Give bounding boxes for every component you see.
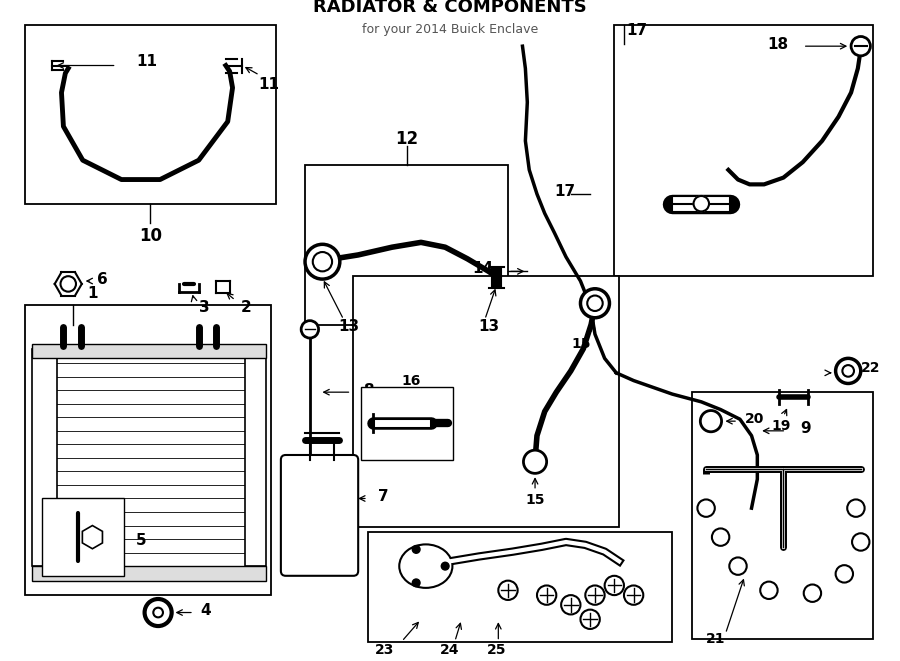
Circle shape — [804, 584, 821, 602]
Text: 5: 5 — [136, 533, 147, 547]
Bar — [25, 305, 271, 595]
Circle shape — [153, 607, 163, 617]
Text: 13: 13 — [338, 319, 359, 334]
Text: 3: 3 — [199, 299, 210, 315]
Bar — [32, 344, 266, 358]
Text: 15: 15 — [572, 337, 591, 351]
Bar — [361, 387, 453, 460]
Circle shape — [580, 609, 599, 629]
Circle shape — [835, 358, 860, 383]
Circle shape — [851, 36, 870, 56]
Ellipse shape — [400, 545, 453, 588]
Text: 18: 18 — [767, 37, 788, 52]
Text: 2: 2 — [241, 299, 252, 315]
Circle shape — [580, 289, 609, 318]
Text: 9: 9 — [800, 422, 811, 436]
Circle shape — [60, 276, 76, 292]
Text: 23: 23 — [374, 643, 394, 658]
Circle shape — [587, 295, 603, 311]
FancyBboxPatch shape — [281, 455, 358, 576]
Circle shape — [712, 528, 729, 546]
Circle shape — [585, 586, 605, 605]
Circle shape — [561, 595, 581, 615]
Text: 13: 13 — [478, 319, 500, 334]
Circle shape — [605, 576, 624, 595]
Circle shape — [694, 196, 709, 212]
Circle shape — [302, 321, 319, 338]
Bar — [305, 165, 508, 325]
Circle shape — [441, 563, 449, 570]
Text: 1: 1 — [87, 286, 98, 301]
Text: 14: 14 — [472, 261, 493, 276]
Text: 11: 11 — [136, 54, 157, 69]
Circle shape — [842, 365, 854, 377]
Text: 11: 11 — [258, 77, 280, 93]
Bar — [354, 276, 619, 527]
Circle shape — [760, 582, 778, 599]
Text: 17: 17 — [626, 23, 647, 38]
Bar — [42, 498, 124, 576]
Circle shape — [835, 565, 853, 582]
Circle shape — [412, 579, 420, 587]
Text: 17: 17 — [554, 184, 576, 199]
Text: 12: 12 — [395, 130, 419, 148]
Bar — [25, 25, 276, 204]
Circle shape — [499, 580, 517, 600]
Text: 19: 19 — [772, 419, 791, 433]
Text: 8: 8 — [363, 383, 374, 398]
Text: 7: 7 — [377, 489, 388, 504]
Bar — [245, 349, 266, 566]
Text: for your 2014 Buick Enclave: for your 2014 Buick Enclave — [362, 23, 538, 36]
Text: 6: 6 — [97, 272, 108, 287]
Bar — [691, 392, 873, 639]
Text: 24: 24 — [440, 643, 460, 658]
Circle shape — [852, 533, 869, 551]
Text: 20: 20 — [745, 412, 764, 426]
Circle shape — [305, 245, 340, 279]
Text: 21: 21 — [706, 632, 725, 646]
Text: 4: 4 — [201, 603, 212, 618]
Circle shape — [624, 586, 644, 605]
Circle shape — [412, 545, 420, 553]
Text: 25: 25 — [487, 643, 506, 658]
Circle shape — [313, 252, 332, 272]
Circle shape — [537, 586, 556, 605]
Bar — [368, 532, 672, 642]
Bar — [32, 566, 266, 580]
Text: 16: 16 — [401, 373, 421, 387]
Text: RADIATOR & COMPONENTS: RADIATOR & COMPONENTS — [313, 0, 587, 16]
Circle shape — [729, 557, 747, 575]
Circle shape — [145, 599, 172, 626]
Bar — [32, 349, 57, 566]
Circle shape — [524, 450, 546, 473]
Circle shape — [700, 410, 722, 432]
Text: 10: 10 — [139, 227, 162, 245]
Text: 22: 22 — [860, 361, 880, 375]
Text: 15: 15 — [526, 493, 544, 508]
Bar — [615, 25, 873, 276]
Circle shape — [698, 500, 715, 517]
Circle shape — [847, 500, 865, 517]
